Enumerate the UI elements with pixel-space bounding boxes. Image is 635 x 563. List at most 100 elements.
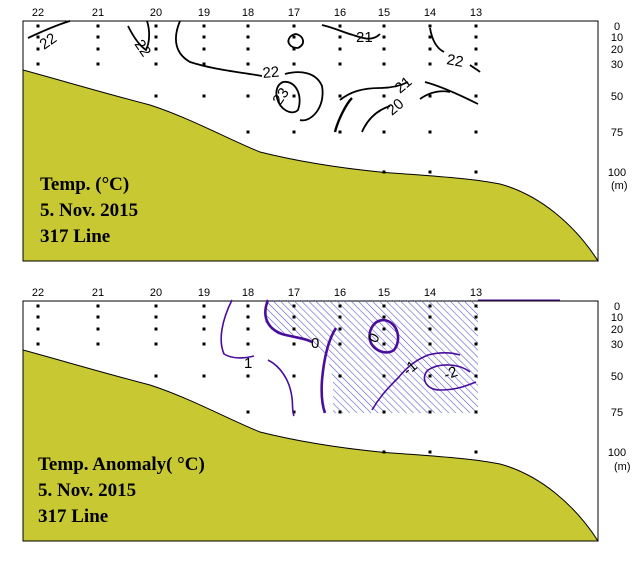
sample-points xyxy=(36,24,478,174)
sample-point xyxy=(96,62,100,66)
sample-point xyxy=(292,24,296,28)
contour-0-loop xyxy=(368,318,400,354)
sample-point xyxy=(246,35,250,39)
station-label: 14 xyxy=(424,287,436,299)
sample-point xyxy=(474,342,478,346)
depth-label: 50 xyxy=(611,371,623,383)
sample-point xyxy=(382,342,386,346)
sample-point xyxy=(474,24,478,28)
contour-label: 22 xyxy=(445,51,464,71)
sample-point xyxy=(474,62,478,66)
contour-23 xyxy=(275,81,301,114)
sample-point xyxy=(246,62,250,66)
sample-point xyxy=(338,410,342,414)
sample-point xyxy=(338,374,342,378)
sample-point xyxy=(154,315,158,319)
sample-point xyxy=(202,374,206,378)
contour-22-right-b xyxy=(469,64,481,73)
sample-point xyxy=(474,170,478,174)
sample-point xyxy=(202,47,206,51)
station-label: 22 xyxy=(32,7,44,19)
sample-point xyxy=(96,327,100,331)
sample-point xyxy=(428,62,432,66)
station-label: 19 xyxy=(198,7,210,19)
station-label: 20 xyxy=(150,7,162,19)
sample-point xyxy=(474,327,478,331)
sample-point xyxy=(246,315,250,319)
sample-point xyxy=(382,62,386,66)
sample-point xyxy=(428,327,432,331)
depth-unit: (m) xyxy=(614,461,631,473)
title-line-3: 317 Line xyxy=(40,226,110,247)
sample-point xyxy=(382,94,386,98)
title-line-2: 5. Nov. 2015 xyxy=(40,200,138,221)
contour-minus2 xyxy=(423,364,477,391)
contour-22-mid xyxy=(127,20,151,52)
depth-label: 50 xyxy=(611,91,623,103)
sample-point xyxy=(36,62,40,66)
station-label: 19 xyxy=(198,287,210,299)
depth-label: 10 xyxy=(611,312,623,324)
station-label: 18 xyxy=(242,7,254,19)
sample-point xyxy=(338,315,342,319)
depth-label: 30 xyxy=(611,59,623,71)
contour-20 xyxy=(361,105,391,133)
sample-point xyxy=(96,47,100,51)
contour-thick xyxy=(333,97,353,133)
sample-point xyxy=(338,130,342,134)
sample-point xyxy=(474,315,478,319)
contour-22-left xyxy=(27,20,71,39)
contour-0-mid xyxy=(320,327,338,414)
sample-point xyxy=(292,304,296,308)
sample-point xyxy=(382,315,386,319)
sample-point xyxy=(96,304,100,308)
sample-point xyxy=(428,450,432,454)
sample-point xyxy=(154,35,158,39)
station-label: 17 xyxy=(288,287,300,299)
contour-20-right xyxy=(419,90,451,100)
sample-point xyxy=(474,130,478,134)
station-label: 14 xyxy=(424,7,436,19)
contour-lines xyxy=(220,299,560,417)
depth-label: 100 xyxy=(608,447,626,459)
station-label: 13 xyxy=(470,287,482,299)
station-label: 13 xyxy=(470,7,482,19)
sample-point xyxy=(474,450,478,454)
depth-unit: (m) xyxy=(611,180,628,192)
sample-point xyxy=(382,327,386,331)
sample-point xyxy=(428,170,432,174)
contour-label: 21 xyxy=(356,29,373,46)
panel-title: Temp. Anomaly( °C) 5. Nov. 2015 317 Line xyxy=(38,454,205,527)
sample-point xyxy=(292,35,296,39)
sample-point xyxy=(428,35,432,39)
sample-point xyxy=(474,410,478,414)
contour-22-b xyxy=(284,71,324,122)
sample-point xyxy=(36,47,40,51)
land-area xyxy=(22,69,599,262)
sample-point xyxy=(96,315,100,319)
title-line-3: 317 Line xyxy=(38,506,108,527)
depth-label: 75 xyxy=(611,407,623,419)
sample-point xyxy=(202,315,206,319)
depth-label: 30 xyxy=(611,339,623,351)
contour-22-right xyxy=(429,27,445,53)
contour-1-b xyxy=(267,359,295,417)
sample-point xyxy=(202,24,206,28)
sample-point xyxy=(202,62,206,66)
hatched-region xyxy=(263,300,478,413)
sample-point xyxy=(474,35,478,39)
contour-label: 23 xyxy=(269,85,292,108)
depth-label: 100 xyxy=(608,167,626,179)
sample-point xyxy=(202,94,206,98)
sample-point xyxy=(338,35,342,39)
sample-point xyxy=(246,342,250,346)
depth-label: 10 xyxy=(611,32,623,44)
sample-point xyxy=(36,327,40,331)
station-label: 21 xyxy=(92,287,104,299)
sample-point xyxy=(246,327,250,331)
title-line-1: Temp. (°C) xyxy=(40,174,129,195)
sample-point xyxy=(292,327,296,331)
sample-point xyxy=(246,130,250,134)
